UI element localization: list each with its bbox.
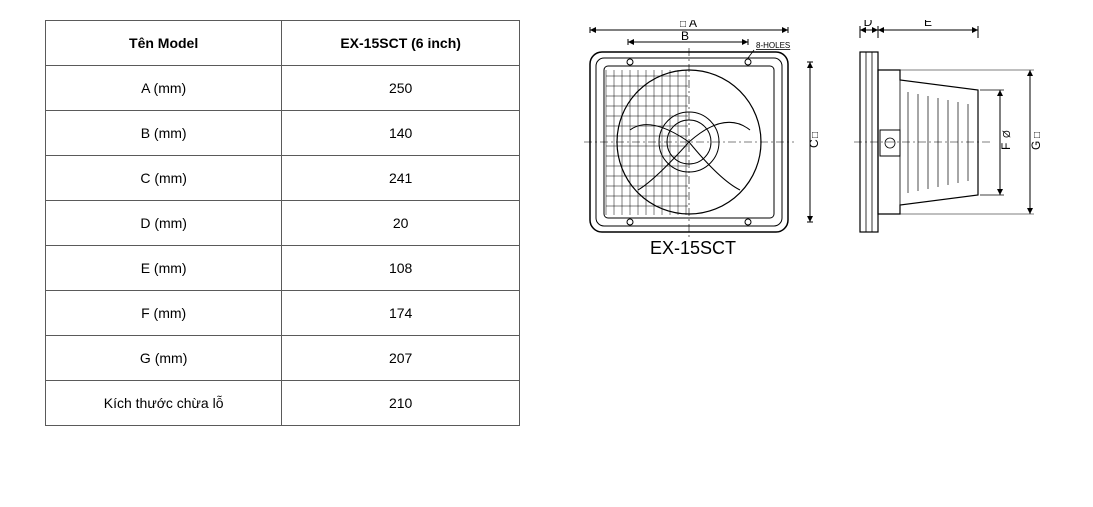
technical-diagram: □ A B 8-HOLES bbox=[560, 20, 1060, 300]
table-header-value: EX-15SCT (6 inch) bbox=[282, 21, 520, 66]
table-header-row: Tên Model EX-15SCT (6 inch) bbox=[46, 21, 520, 66]
dim-label-d: D bbox=[864, 20, 873, 29]
table-cell-label: Kích thước chừa lỗ bbox=[46, 381, 282, 426]
svg-text:□: □ bbox=[1032, 132, 1043, 138]
dim-label-c: C bbox=[807, 139, 821, 148]
table-row: D (mm) 20 bbox=[46, 201, 520, 246]
table-cell-value: 210 bbox=[282, 381, 520, 426]
table-cell-label: G (mm) bbox=[46, 336, 282, 381]
table-cell-label: C (mm) bbox=[46, 156, 282, 201]
table-header-model: Tên Model bbox=[46, 21, 282, 66]
table-cell-label: E (mm) bbox=[46, 246, 282, 291]
table-row: E (mm) 108 bbox=[46, 246, 520, 291]
table-cell-label: A (mm) bbox=[46, 66, 282, 111]
table-cell-value: 250 bbox=[282, 66, 520, 111]
table-cell-label: F (mm) bbox=[46, 291, 282, 336]
dim-label-e: E bbox=[924, 20, 932, 29]
table-row: C (mm) 241 bbox=[46, 156, 520, 201]
table-row: G (mm) 207 bbox=[46, 336, 520, 381]
diagram-model-label: EX-15SCT bbox=[650, 238, 736, 259]
dim-label-b: B bbox=[681, 29, 689, 43]
table-row: Kích thước chừa lỗ 210 bbox=[46, 381, 520, 426]
holes-label: 8-HOLES bbox=[756, 41, 790, 50]
table-cell-value: 207 bbox=[282, 336, 520, 381]
table-cell-value: 241 bbox=[282, 156, 520, 201]
diagram-svg: □ A B 8-HOLES bbox=[560, 20, 1060, 300]
table-cell-label: B (mm) bbox=[46, 111, 282, 156]
dim-label-a: A bbox=[689, 20, 697, 30]
svg-text:Ø: Ø bbox=[1002, 130, 1013, 138]
dim-label-f: F bbox=[999, 143, 1013, 150]
table-cell-value: 140 bbox=[282, 111, 520, 156]
table-row: B (mm) 140 bbox=[46, 111, 520, 156]
table-cell-label: D (mm) bbox=[46, 201, 282, 246]
dim-label-g: G bbox=[1029, 141, 1043, 150]
table-row: A (mm) 250 bbox=[46, 66, 520, 111]
table-cell-value: 108 bbox=[282, 246, 520, 291]
svg-text:□: □ bbox=[810, 132, 821, 138]
spec-table: Tên Model EX-15SCT (6 inch) A (mm) 250 B… bbox=[45, 20, 520, 426]
spec-table-section: Tên Model EX-15SCT (6 inch) A (mm) 250 B… bbox=[45, 20, 520, 426]
table-cell-value: 174 bbox=[282, 291, 520, 336]
table-cell-value: 20 bbox=[282, 201, 520, 246]
table-row: F (mm) 174 bbox=[46, 291, 520, 336]
